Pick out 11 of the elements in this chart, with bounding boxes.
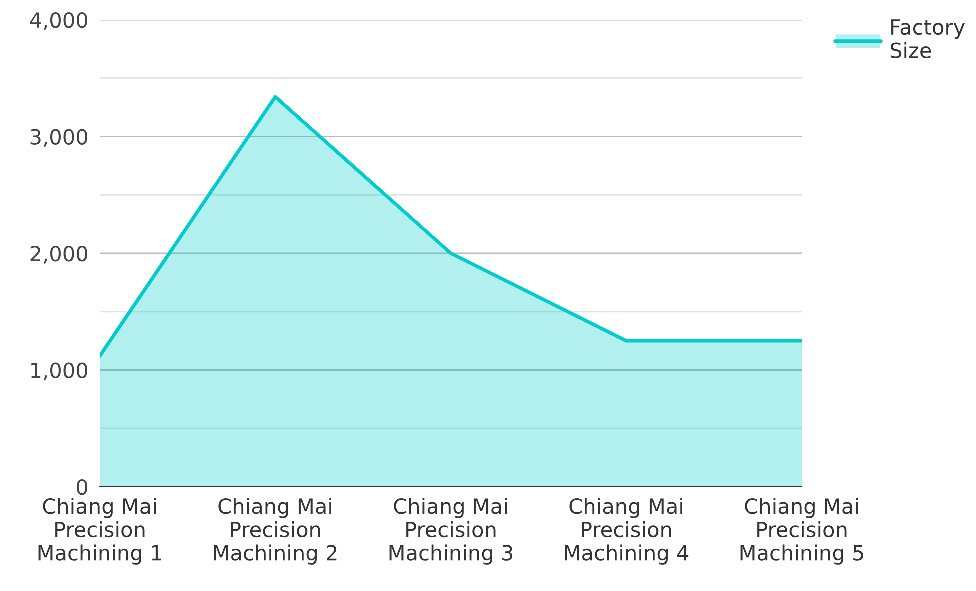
x-tick-label: Chiang Mai Precision Machining 5 [740,498,864,565]
y-tick-label: 1,000 [32,362,88,381]
x-tick-label: Chiang Mai Precision Machining 4 [565,498,689,565]
x-tick-label: Chiang Mai Precision Machining 2 [214,498,337,565]
legend-label: Factory Size [890,20,965,58]
y-tick-label: 3,000 [30,129,88,148]
x-tick-label: Chiang Mai Precision Machining 1 [38,498,162,565]
y-tick-label: 0 [77,479,88,496]
y-tick-label: 4,000 [30,12,88,30]
y-tick-label: 2,000 [30,246,88,264]
x-tick-label: Chiang Mai Precision Machining 3 [390,498,513,565]
